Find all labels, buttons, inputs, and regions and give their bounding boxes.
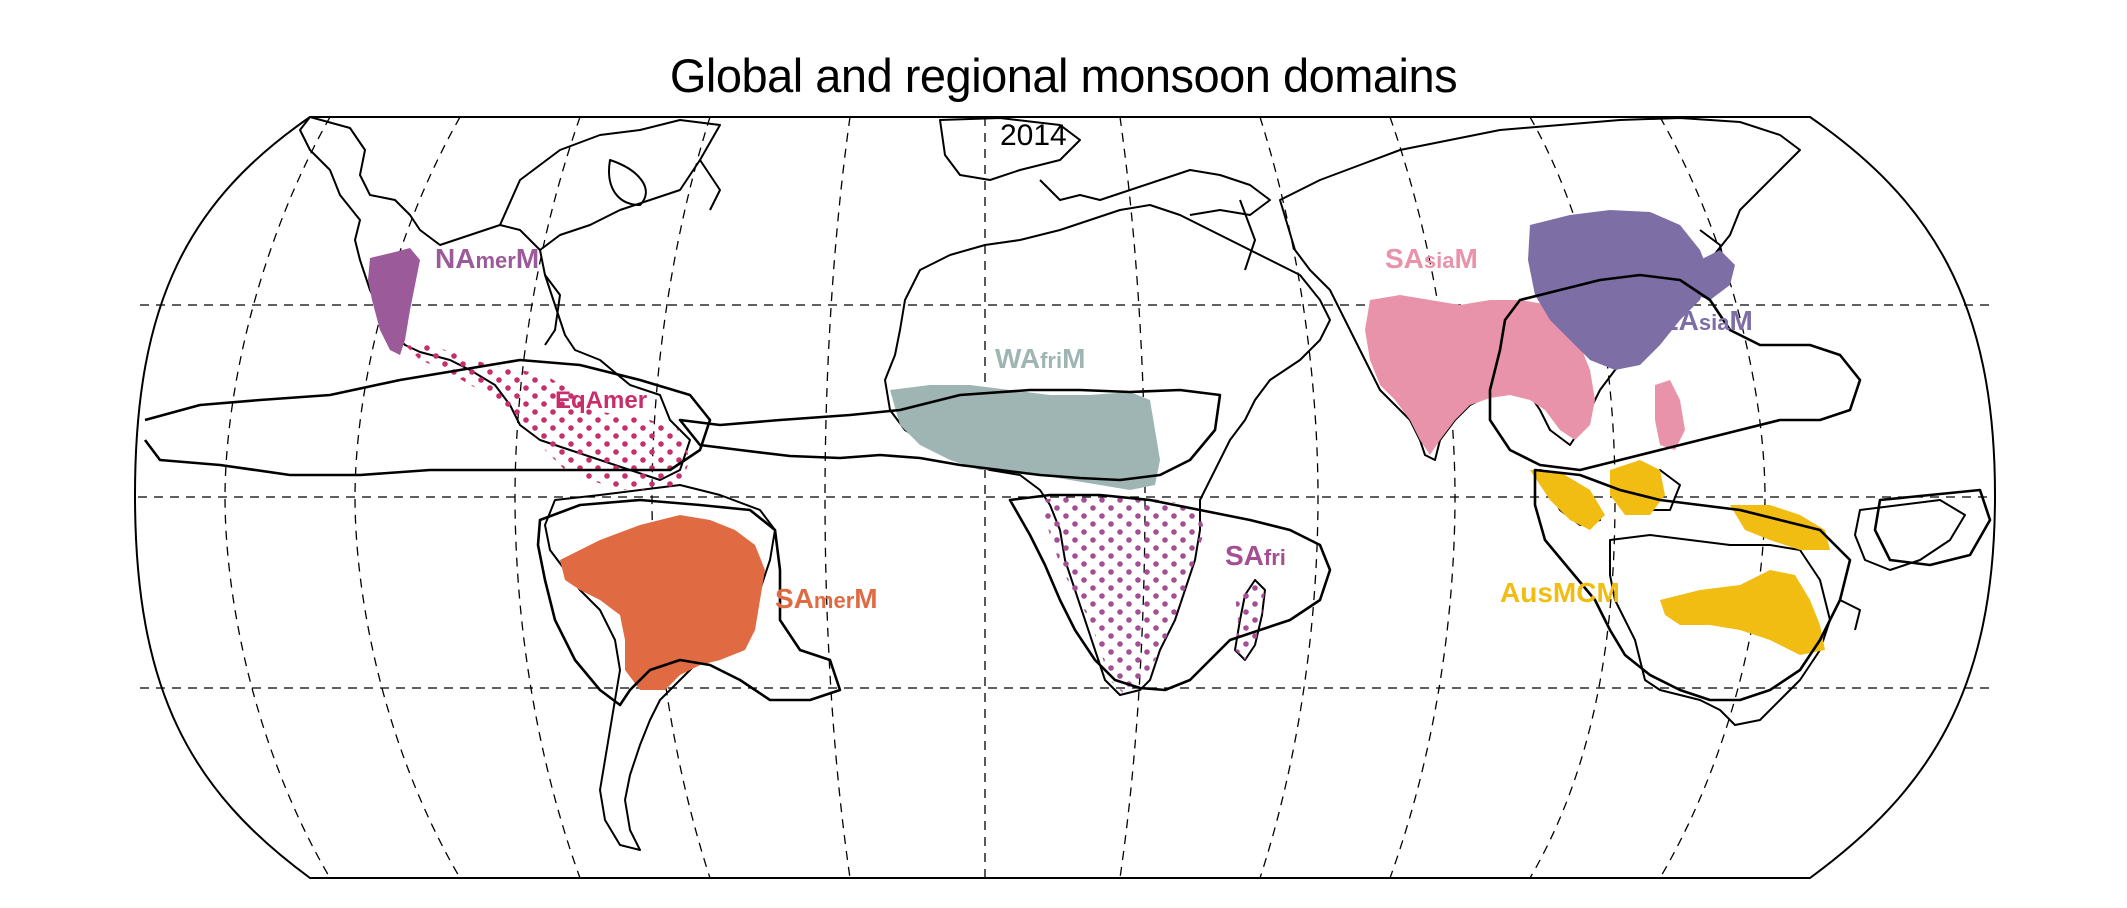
region-ausmcm-newguinea xyxy=(1730,505,1830,550)
region-ausmcm-borneo xyxy=(1610,460,1665,515)
global-monsoon-contour xyxy=(143,273,1992,707)
region-wafrim xyxy=(890,385,1160,490)
label-sasiam: SAsiaM xyxy=(1385,243,1478,274)
label-safri: SAfri xyxy=(1225,540,1286,571)
globe-outline xyxy=(133,116,1997,879)
region-ausmcm-australia xyxy=(1660,570,1825,655)
overlay-year: 2014 xyxy=(1000,119,1067,152)
monsoon-regions xyxy=(368,210,1830,695)
region-safri-madagascar xyxy=(1235,580,1265,660)
label-namerm: NAmerM xyxy=(435,243,539,274)
region-namerm xyxy=(368,248,420,355)
map-title: Global and regional monsoon domains xyxy=(669,49,1458,102)
region-labels: NAmerM EqAmer SAmerM WAfriM SAfri SAsiaM… xyxy=(435,243,1753,614)
label-samerm: SAmerM xyxy=(775,583,878,614)
label-eqamer: EqAmer xyxy=(555,387,647,414)
region-sasiam xyxy=(1365,295,1595,455)
region-easiam-japan xyxy=(1695,250,1735,300)
region-eqamer xyxy=(400,340,690,490)
region-ausmcm xyxy=(1530,470,1605,530)
label-easiam: EAsiaM xyxy=(1660,305,1753,336)
region-easiam xyxy=(1528,210,1710,370)
region-samerm xyxy=(560,515,765,690)
label-ausmcm: AusMCM xyxy=(1500,577,1620,608)
label-wafrim: WAfriM xyxy=(995,343,1085,374)
region-safri xyxy=(1040,495,1205,695)
region-sasiam-philippines xyxy=(1655,380,1685,450)
